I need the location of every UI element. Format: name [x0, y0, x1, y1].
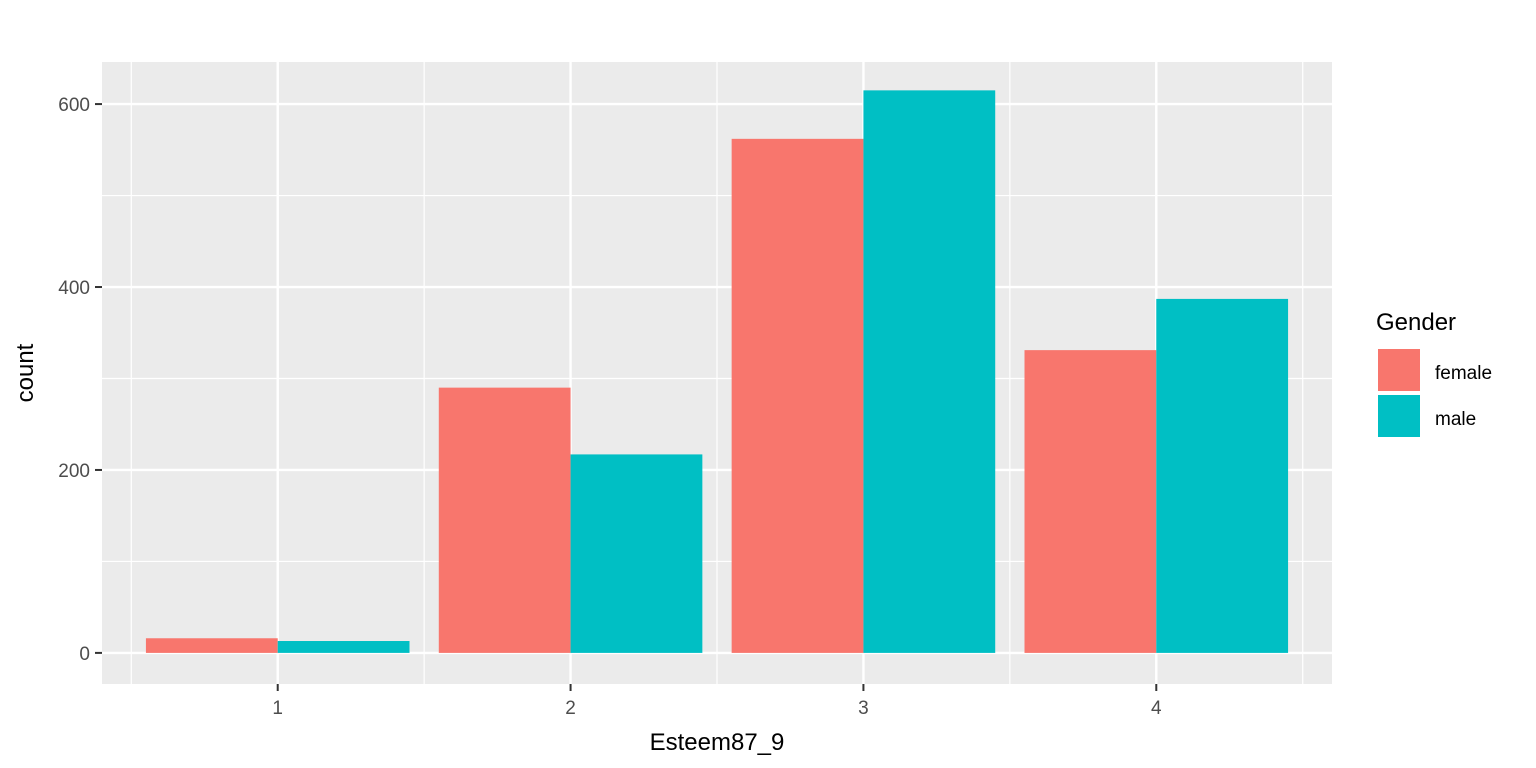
bar-female-3 [731, 138, 864, 653]
y-tick-label: 0 [79, 644, 90, 665]
legend-key-male [1378, 395, 1420, 437]
x-tick-label: 4 [1151, 698, 1162, 719]
legend-label-male: male [1435, 409, 1476, 430]
legend-title: Gender [1376, 309, 1456, 336]
bar-male-4 [1156, 298, 1289, 653]
bar-male-1 [277, 641, 410, 653]
bars [145, 90, 1289, 653]
y-tick-label: 400 [58, 278, 90, 299]
legend-key-female [1378, 349, 1420, 391]
bar-female-2 [438, 387, 571, 653]
bar-female-4 [1024, 350, 1157, 653]
y-axis: 0 200 400 600 [58, 95, 102, 665]
x-tick-label: 2 [565, 698, 576, 719]
minor-gridlines [102, 62, 1332, 684]
y-tick-label: 600 [58, 95, 90, 116]
x-axis: 1 2 3 4 [272, 684, 1162, 719]
y-tick-label: 200 [58, 461, 90, 482]
x-axis-title: Esteem87_9 [650, 729, 785, 756]
bar-male-2 [570, 454, 703, 653]
legend-label-female: female [1435, 363, 1492, 384]
x-tick-label: 1 [272, 698, 283, 719]
y-axis-title: count [12, 343, 39, 402]
bar-female-1 [145, 638, 278, 653]
x-tick-label: 3 [858, 698, 869, 719]
legend: Gender female male [1376, 309, 1492, 437]
bar-male-3 [863, 90, 996, 653]
